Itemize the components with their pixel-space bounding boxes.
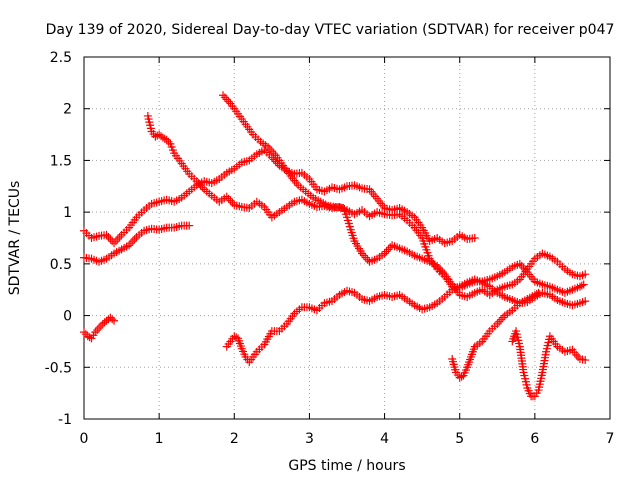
data-point-marker bbox=[219, 91, 228, 100]
series-track-d bbox=[143, 111, 588, 297]
data-point-marker bbox=[224, 97, 233, 106]
y-tick-label: 0 bbox=[63, 309, 72, 325]
x-tick-label: 5 bbox=[455, 431, 464, 447]
data-point-marker bbox=[382, 247, 391, 256]
data-point-marker bbox=[185, 221, 194, 230]
y-tick-label: -1 bbox=[58, 412, 72, 428]
data-point-marker bbox=[363, 255, 372, 264]
plot-frame bbox=[83, 56, 611, 420]
x-axis-label: GPS time / hours bbox=[288, 458, 405, 474]
data-point-marker bbox=[269, 149, 278, 158]
data-point-marker bbox=[581, 356, 590, 365]
data-point-marker bbox=[162, 135, 171, 144]
data-point-marker bbox=[436, 266, 445, 275]
x-tick-label: 6 bbox=[530, 431, 539, 447]
data-point-marker bbox=[498, 313, 507, 322]
data-point-marker bbox=[581, 297, 590, 306]
y-tick-label: 1.5 bbox=[50, 153, 72, 169]
x-tick-label: 0 bbox=[80, 431, 89, 447]
y-tick-label: 2 bbox=[63, 102, 72, 118]
data-point-marker bbox=[224, 194, 233, 203]
x-tick-label: 7 bbox=[606, 431, 615, 447]
data-point-marker bbox=[495, 317, 504, 326]
y-tick-label: -0.5 bbox=[45, 360, 72, 376]
series-track-h bbox=[508, 327, 590, 401]
data-point-marker bbox=[534, 288, 543, 297]
y-tick-label: 0.5 bbox=[50, 257, 72, 273]
data-point-marker bbox=[220, 93, 229, 102]
series-track-g bbox=[448, 288, 543, 382]
series-track-c bbox=[80, 313, 119, 343]
data-point-marker bbox=[104, 232, 113, 241]
series-track-e bbox=[219, 91, 590, 301]
data-point-marker bbox=[111, 237, 120, 246]
data-point-marker bbox=[93, 326, 102, 335]
x-tick-label: 3 bbox=[305, 431, 314, 447]
x-tick-label: 1 bbox=[155, 431, 164, 447]
y-tick-label: 2.5 bbox=[50, 50, 72, 66]
data-point-marker bbox=[126, 239, 135, 248]
series-track-b bbox=[80, 221, 194, 266]
data-point-marker bbox=[95, 323, 104, 332]
x-tick-label: 2 bbox=[230, 431, 239, 447]
x-tick-label: 4 bbox=[380, 431, 389, 447]
data-point-marker bbox=[386, 243, 395, 252]
data-point-marker bbox=[222, 95, 231, 104]
data-point-marker bbox=[581, 270, 590, 279]
data-point-marker bbox=[83, 332, 92, 341]
data-points bbox=[80, 91, 590, 401]
data-point-marker bbox=[110, 239, 119, 248]
data-point-marker bbox=[115, 232, 124, 241]
data-point-marker bbox=[532, 289, 541, 298]
data-point-marker bbox=[108, 315, 117, 324]
data-point-marker bbox=[96, 321, 105, 330]
grid bbox=[84, 57, 610, 419]
data-point-marker bbox=[113, 235, 122, 244]
chart-title: Day 139 of 2020, Sidereal Day-to-day VTE… bbox=[46, 22, 615, 38]
data-point-marker bbox=[577, 281, 586, 290]
y-axis-label: SDTVAR / TECUs bbox=[7, 181, 23, 296]
data-point-marker bbox=[497, 315, 506, 324]
data-point-marker bbox=[106, 235, 115, 244]
data-point-marker bbox=[128, 237, 137, 246]
y-axis-tick-labels: 2.5 2 1.5 1 0.5 0 -0.5 -1 bbox=[45, 50, 72, 428]
data-point-marker bbox=[579, 280, 588, 289]
y-tick-label: 1 bbox=[63, 205, 72, 221]
x-axis-tick-labels: 0 1 2 3 4 5 6 7 bbox=[80, 431, 615, 447]
data-point-marker bbox=[110, 316, 119, 325]
data-point-marker bbox=[130, 235, 139, 244]
series-track-f bbox=[222, 275, 590, 367]
data-point-marker bbox=[80, 328, 88, 337]
data-point-marker bbox=[470, 234, 479, 242]
axis-ticks bbox=[83, 56, 611, 420]
